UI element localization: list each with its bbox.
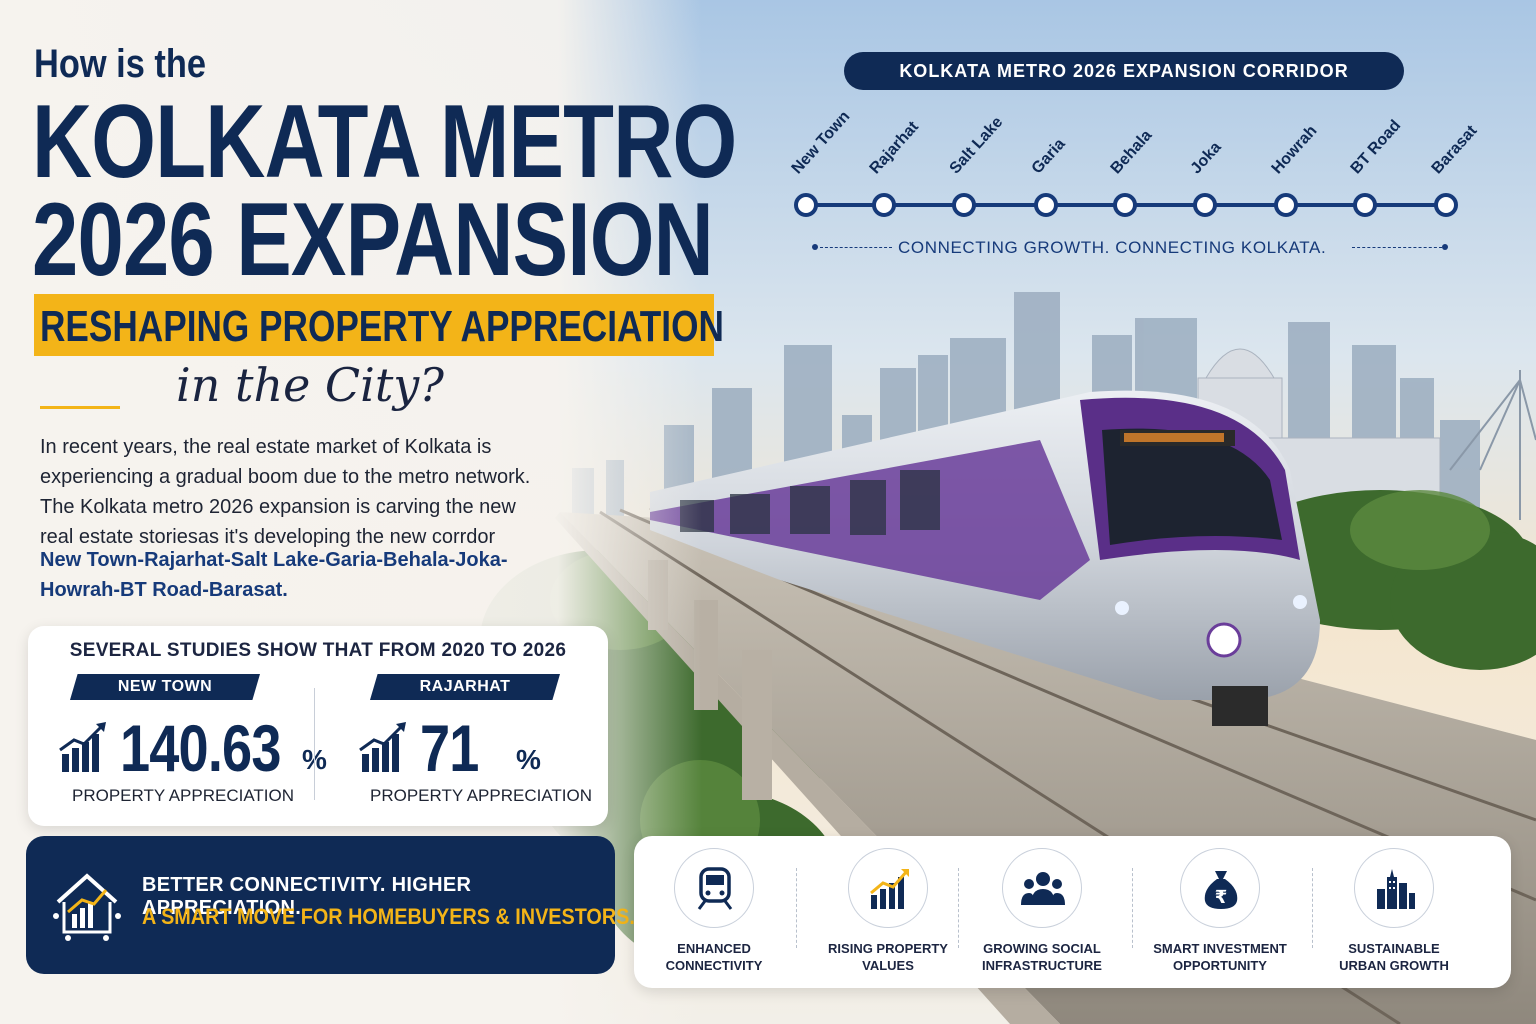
- benefit-divider: [958, 868, 959, 948]
- connectivity-banner: BETTER CONNECTIVITY. HIGHER APPRECIATION…: [26, 836, 635, 974]
- route-line: Howrah-BT Road-Barasat.: [40, 579, 288, 601]
- benefit-urban-growth: SUSTAINABLE URBAN GROWTH: [1314, 848, 1474, 980]
- stats-title: SEVERAL STUDIES SHOW THAT FROM 2020 TO 2…: [69, 640, 567, 661]
- intro-line: In recent years, the real estate market …: [40, 436, 492, 458]
- metro-train-icon: [697, 867, 733, 910]
- benefit-icon-circle: [674, 848, 754, 928]
- house-growth-icon: [53, 873, 121, 941]
- stat-rajarhat: RAJARHAT 71 % PROPERTY APPRECIATION: [348, 674, 618, 819]
- benefit-icon-circle: ₹: [1180, 848, 1260, 928]
- benefit-icon-circle: [1354, 848, 1434, 928]
- stat-value: 71: [420, 711, 479, 785]
- corridor-stop: [872, 193, 896, 217]
- headline-line-2: 2026 EXPANSION: [32, 182, 714, 298]
- stat-label: PROPERTY APPRECIATION: [370, 786, 593, 805]
- intro-line: The Kolkata metro 2026 expansion is carv…: [40, 496, 516, 518]
- benefit-label: GROWING SOCIAL INFRASTRUCTURE: [956, 940, 1128, 974]
- route-line: New Town-Rajarhat-Salt Lake-Garia-Behala…: [40, 549, 508, 571]
- corridor-stop: [952, 193, 976, 217]
- intro-corridor-route: New Town-Rajarhat-Salt Lake-Garia-Behala…: [40, 545, 560, 605]
- community-icon: [1021, 872, 1065, 905]
- subheadline-band: RESHAPING PROPERTY APPRECIATION: [34, 294, 724, 356]
- benefit-divider: [796, 868, 797, 948]
- benefit-social-infrastructure: GROWING SOCIAL INFRASTRUCTURE: [962, 848, 1122, 980]
- corridor-title: KOLKATA METRO 2026 EXPANSION CORRIDOR: [899, 61, 1349, 81]
- benefit-label-line: ENHANCED: [677, 941, 751, 956]
- corridor-stop: [1113, 193, 1137, 217]
- intro-line: experiencing a gradual boom due to the m…: [40, 466, 531, 488]
- corridor-stop: [1353, 193, 1377, 217]
- corridor-stop: [794, 193, 818, 217]
- tagline-dot: [812, 244, 818, 250]
- stat-value: 140.63: [120, 711, 281, 785]
- city-buildings-icon: [1377, 869, 1415, 909]
- tagline-dash: [1352, 247, 1442, 248]
- intro-line: real estate storiesas it's developing th…: [40, 526, 496, 548]
- banner-headline: BETTER CONNECTIVITY. HIGHER APPRECIATION…: [142, 874, 472, 919]
- growth-chart-icon: [359, 722, 406, 772]
- benefit-icon-circle: [1002, 848, 1082, 928]
- benefit-property-values: RISING PROPERTY VALUES: [808, 848, 968, 980]
- headline-script: in the City?: [176, 358, 444, 412]
- benefit-icon-circle: [848, 848, 928, 928]
- benefits-card: ENHANCED CONNECTIVITY RISING PROPERTY VA…: [634, 836, 1511, 988]
- area-name: NEW TOWN: [117, 678, 213, 695]
- stats-divider: [314, 688, 315, 800]
- subheadline-text: RESHAPING PROPERTY APPRECIATION: [40, 302, 724, 351]
- headline-prefix: How is the: [34, 42, 207, 86]
- banner-subline: A SMART MOVE FOR HOMEBUYERS & INVESTORS.: [142, 904, 635, 929]
- stat-new-town: NEW TOWN 140.63 % PROPERTY APPRECIATION: [48, 674, 327, 819]
- benefit-label-line: INFRASTRUCTURE: [982, 958, 1102, 973]
- benefit-label-line: CONNECTIVITY: [665, 958, 763, 973]
- benefit-label-line: RISING PROPERTY: [828, 941, 948, 956]
- accent-dash: [40, 406, 120, 409]
- benefit-label-line: GROWING SOCIAL: [983, 941, 1101, 956]
- stat-unit: %: [516, 744, 541, 775]
- stats-card: SEVERAL STUDIES SHOW THAT FROM 2020 TO 2…: [28, 626, 608, 826]
- benefit-connectivity: ENHANCED CONNECTIVITY: [634, 848, 794, 980]
- benefit-divider: [1132, 868, 1133, 948]
- rising-chart-icon: [870, 869, 909, 909]
- corridor-stop: [1193, 193, 1217, 217]
- benefit-label: RISING PROPERTY VALUES: [802, 940, 974, 974]
- headline-line-1: KOLKATA METRO: [32, 84, 737, 200]
- benefit-label: SUSTAINABLE URBAN GROWTH: [1308, 940, 1480, 974]
- stat-label: PROPERTY APPRECIATION: [72, 786, 295, 805]
- tagline-text: CONNECTING GROWTH. CONNECTING KOLKATA.: [898, 238, 1327, 257]
- corridor-title-pill: KOLKATA METRO 2026 EXPANSION CORRIDOR: [844, 52, 1404, 90]
- area-ribbon: NEW TOWN: [70, 674, 260, 700]
- benefit-label-line: SMART INVESTMENT: [1153, 941, 1287, 956]
- benefit-investment: ₹ SMART INVESTMENT OPPORTUNITY: [1140, 848, 1300, 980]
- tagline-dot: [1442, 244, 1448, 250]
- growth-chart-icon: [59, 722, 106, 772]
- benefit-label: ENHANCED CONNECTIVITY: [628, 940, 800, 974]
- benefit-divider: [1312, 868, 1313, 948]
- corridor-stop: [1434, 193, 1458, 217]
- benefit-label: SMART INVESTMENT OPPORTUNITY: [1134, 940, 1306, 974]
- corridor-stop: [1034, 193, 1058, 217]
- benefit-label-line: URBAN GROWTH: [1339, 958, 1449, 973]
- svg-text:₹: ₹: [1215, 887, 1228, 908]
- benefit-label-line: OPPORTUNITY: [1173, 958, 1267, 973]
- rupee-bag-icon: ₹: [1204, 871, 1238, 909]
- corridor-tagline: CONNECTING GROWTH. CONNECTING KOLKATA.: [812, 238, 1452, 258]
- area-ribbon: RAJARHAT: [370, 674, 560, 700]
- tagline-dash: [820, 247, 892, 248]
- corridor-stop: [1274, 193, 1298, 217]
- benefit-label-line: SUSTAINABLE: [1348, 941, 1440, 956]
- intro-paragraph: In recent years, the real estate market …: [40, 432, 560, 552]
- benefit-label-line: VALUES: [862, 958, 914, 973]
- area-name: RAJARHAT: [419, 678, 511, 695]
